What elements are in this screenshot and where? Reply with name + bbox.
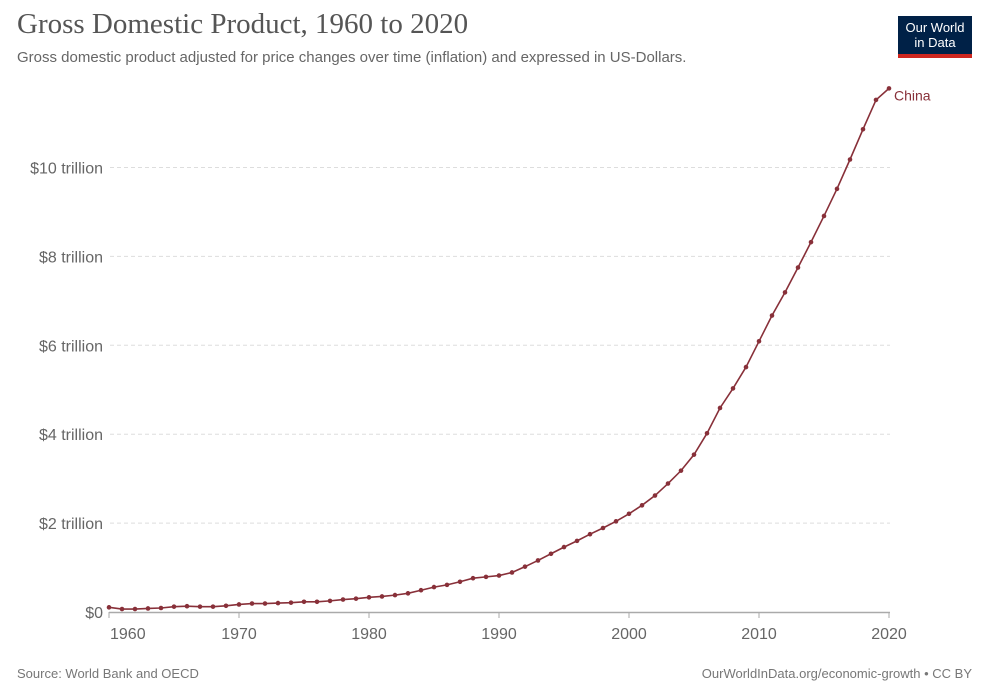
data-point	[613, 519, 619, 524]
data-point	[574, 538, 580, 544]
data-point	[600, 525, 606, 531]
data-point	[392, 592, 398, 598]
source-note[interactable]: Source: World Bank and OECD	[17, 666, 199, 681]
data-point	[821, 213, 827, 219]
data-point	[249, 601, 255, 606]
data-point	[158, 605, 164, 611]
data-point	[314, 599, 320, 605]
data-point	[418, 587, 424, 593]
data-point	[756, 338, 762, 344]
data-point	[145, 606, 151, 611]
data-point	[236, 602, 242, 607]
data-point	[457, 579, 463, 585]
x-tick-label: 1970	[221, 626, 257, 643]
data-point	[717, 405, 723, 411]
data-point	[119, 606, 125, 612]
data-point	[405, 591, 411, 596]
data-point	[561, 544, 567, 550]
data-point	[678, 468, 684, 473]
data-point	[327, 598, 333, 604]
data-point	[132, 606, 138, 612]
data-point	[184, 603, 190, 609]
data-point	[860, 126, 866, 132]
data-point	[665, 481, 671, 486]
data-point	[483, 574, 489, 580]
data-point	[262, 601, 268, 606]
data-point	[275, 600, 281, 606]
x-tick-label: 2020	[871, 626, 907, 643]
data-point	[808, 239, 814, 245]
footer-url[interactable]: OurWorldInData.org/economic-growth • CC …	[701, 666, 972, 681]
data-point	[470, 575, 476, 581]
series-line-china	[108, 87, 890, 610]
data-point	[106, 605, 112, 610]
data-point	[197, 604, 203, 609]
data-point	[652, 493, 658, 498]
data-point	[743, 364, 749, 370]
series-label-china: China	[894, 87, 931, 103]
owid-logo[interactable]: Our World in Data	[898, 16, 972, 58]
data-point	[379, 594, 385, 599]
data-point	[847, 157, 853, 162]
data-point	[171, 604, 177, 609]
y-tick-label: $2 trillion	[39, 516, 103, 533]
y-tick-label: $4 trillion	[39, 427, 103, 444]
data-point	[782, 290, 788, 295]
data-point	[769, 313, 775, 318]
data-point	[223, 603, 229, 609]
data-point	[210, 604, 216, 609]
data-point	[496, 573, 502, 578]
data-point	[639, 503, 645, 508]
data-point	[626, 511, 632, 517]
x-tick-label: 1990	[481, 626, 517, 643]
data-point	[431, 584, 437, 590]
chart-title: Gross Domestic Product, 1960 to 2020	[17, 8, 469, 40]
data-point	[353, 596, 359, 601]
data-point	[730, 386, 736, 391]
x-tick-label: 2010	[741, 626, 777, 643]
data-point	[301, 599, 307, 605]
y-tick-label: $6 trillion	[39, 338, 103, 355]
x-tick-label: 2000	[611, 626, 647, 643]
x-tick-label: 1980	[351, 626, 387, 643]
data-point	[691, 452, 697, 457]
data-point	[704, 431, 710, 436]
data-point	[366, 595, 372, 600]
data-point	[587, 531, 593, 537]
data-point	[795, 265, 801, 270]
data-point	[535, 558, 541, 563]
data-point	[509, 570, 515, 575]
y-tick-label: $0	[85, 605, 103, 622]
logo-bar	[898, 54, 972, 58]
logo-line2: in Data	[914, 35, 956, 50]
data-point	[873, 97, 879, 103]
y-tick-label: $8 trillion	[39, 249, 103, 266]
data-point	[522, 564, 528, 569]
chart-subtitle: Gross domestic product adjusted for pric…	[17, 49, 687, 66]
x-tick-label: 1960	[110, 626, 146, 643]
data-point	[340, 597, 346, 602]
data-point	[444, 582, 450, 588]
data-point	[834, 186, 840, 192]
data-point	[548, 551, 554, 557]
y-tick-label: $10 trillion	[30, 161, 103, 178]
data-point	[886, 86, 892, 91]
logo-line1: Our World	[905, 20, 965, 35]
data-point	[288, 600, 294, 605]
